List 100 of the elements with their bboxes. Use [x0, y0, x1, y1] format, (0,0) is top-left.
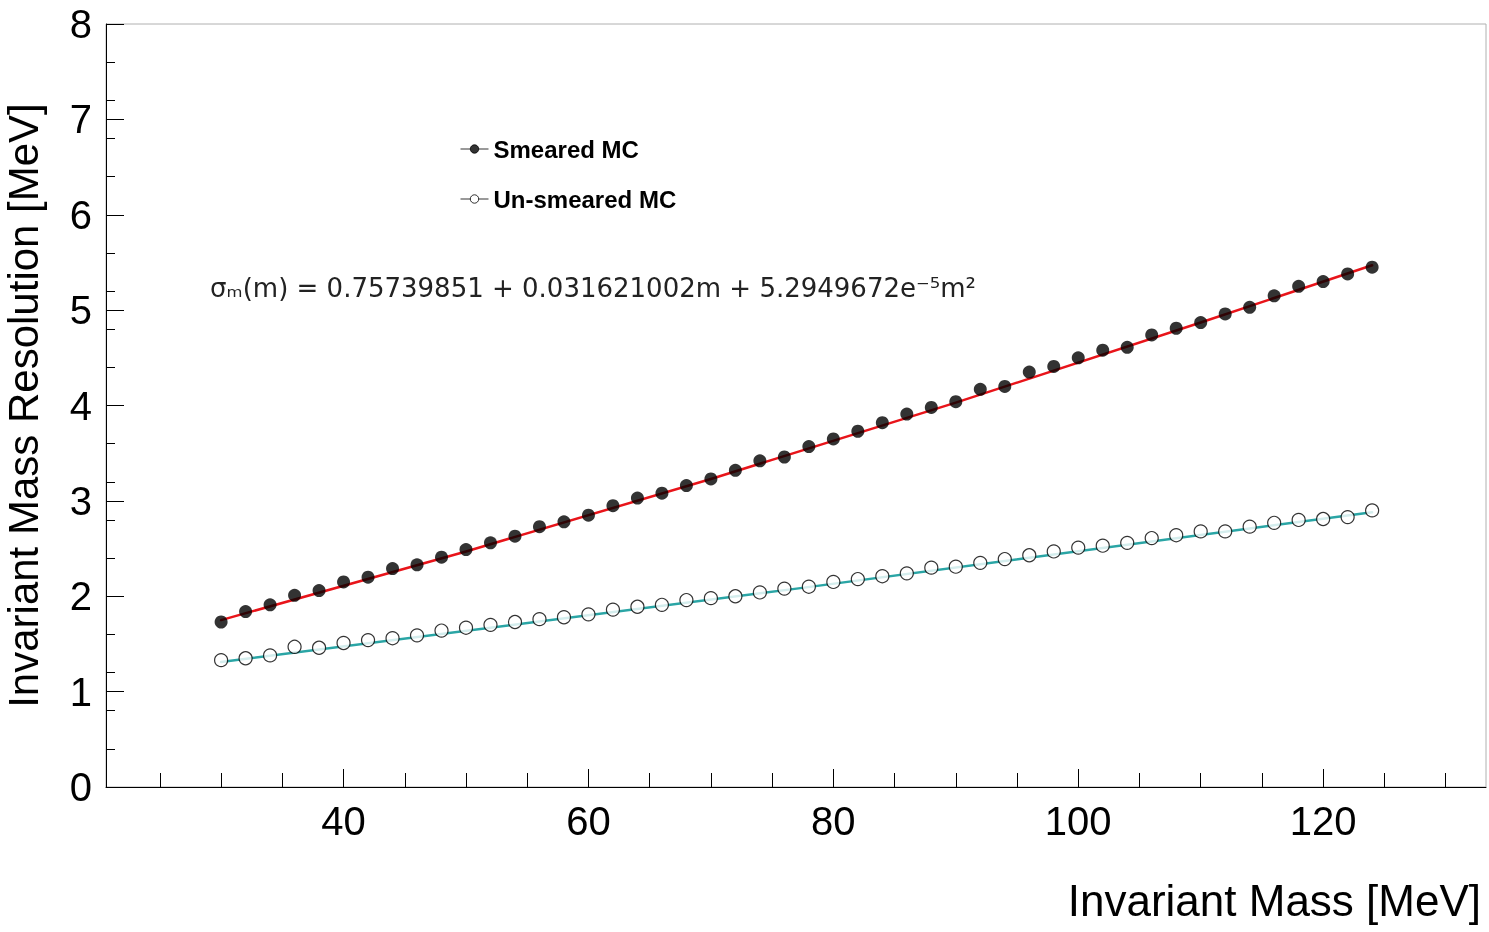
point — [924, 400, 938, 414]
point — [679, 592, 694, 608]
point — [948, 559, 963, 574]
point — [385, 631, 400, 646]
point — [875, 416, 889, 430]
point — [1169, 321, 1183, 335]
point — [850, 571, 865, 587]
point — [802, 440, 816, 454]
point — [288, 588, 302, 602]
point — [1365, 503, 1380, 518]
point — [581, 607, 596, 622]
point — [1267, 289, 1281, 303]
point — [557, 515, 571, 529]
point — [410, 558, 424, 572]
point — [238, 651, 253, 666]
x-tick-label: 80 — [811, 799, 856, 843]
x-tick-label: 60 — [566, 799, 611, 843]
point — [1316, 275, 1330, 289]
point — [361, 570, 375, 584]
point — [900, 407, 914, 421]
point — [263, 598, 277, 612]
point — [1022, 548, 1037, 563]
point — [214, 653, 229, 668]
point — [484, 536, 497, 550]
y-tick-label: 5 — [69, 288, 92, 333]
legend-label: Smeared MC — [493, 135, 639, 163]
point — [1194, 316, 1208, 330]
point — [924, 560, 939, 575]
point — [1071, 540, 1086, 555]
point — [728, 589, 743, 604]
point — [1218, 524, 1233, 539]
point — [777, 450, 791, 464]
y-axis-title: Invariant Mass Resolution [MeV] — [0, 103, 47, 708]
point — [556, 610, 572, 625]
x-axis-title: Invariant Mass [MeV] — [1067, 875, 1482, 925]
point — [1218, 307, 1232, 321]
point — [262, 648, 278, 663]
y-tick-label: 7 — [69, 97, 92, 142]
point — [1242, 519, 1257, 534]
point — [679, 479, 693, 493]
point — [1291, 512, 1306, 528]
point — [459, 543, 473, 557]
point — [728, 463, 742, 477]
point — [1144, 530, 1159, 546]
point — [777, 581, 792, 596]
y-tick-label: 6 — [69, 192, 92, 237]
point — [949, 395, 963, 409]
point — [360, 633, 376, 648]
point — [1341, 267, 1355, 281]
point — [704, 472, 718, 486]
point — [483, 617, 498, 632]
point — [973, 382, 987, 396]
point — [1365, 260, 1379, 274]
point — [875, 569, 890, 584]
y-tick-label: 0 — [69, 765, 92, 809]
point — [214, 615, 228, 629]
point — [1095, 538, 1110, 553]
point — [605, 602, 621, 617]
point — [826, 432, 840, 446]
point — [752, 585, 767, 600]
point — [973, 555, 988, 570]
y-tick-label: 3 — [69, 478, 92, 523]
point — [703, 591, 718, 606]
point — [826, 574, 841, 590]
point — [507, 614, 523, 630]
point — [532, 612, 547, 627]
point — [1292, 279, 1306, 293]
x-tick-label: 40 — [321, 799, 366, 843]
point — [1047, 359, 1061, 373]
point — [801, 579, 816, 594]
y-tick-label: 8 — [69, 2, 92, 46]
point — [655, 486, 669, 500]
point — [311, 640, 327, 655]
point — [386, 562, 400, 576]
point — [998, 379, 1012, 393]
point — [239, 605, 253, 619]
point — [1193, 524, 1208, 539]
point — [1022, 365, 1036, 379]
point — [1169, 528, 1184, 543]
point — [312, 584, 326, 598]
point — [606, 499, 620, 513]
point — [458, 620, 474, 635]
x-tick-label: 120 — [1289, 799, 1357, 843]
point — [630, 599, 645, 614]
annotation: σₘ(m) = 0.75739851 + 0.031621002m + 5.2949672e⁻⁵m² — [210, 273, 976, 303]
point — [532, 520, 546, 534]
point — [1120, 535, 1135, 550]
point — [434, 623, 449, 638]
point — [899, 566, 914, 581]
point — [435, 550, 449, 564]
point — [851, 424, 865, 438]
point — [753, 454, 767, 468]
point — [1120, 340, 1134, 354]
point — [1243, 300, 1257, 314]
point — [1046, 544, 1061, 559]
point — [337, 575, 351, 589]
point — [581, 508, 595, 522]
point — [508, 529, 522, 543]
point — [1145, 328, 1159, 342]
point — [409, 628, 425, 643]
